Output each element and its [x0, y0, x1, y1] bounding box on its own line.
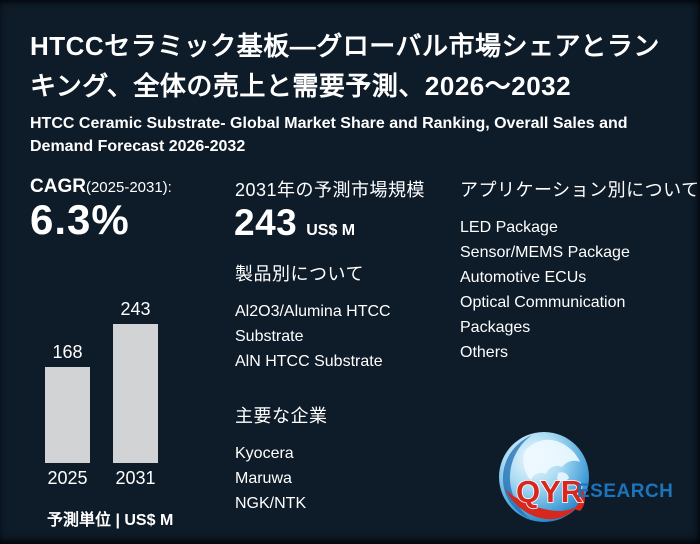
- chart-unit-note: 予測単位 | US$ M: [47, 512, 174, 529]
- list-item-application: Optical Communication Packages: [460, 294, 626, 336]
- companies-heading: 主要な企業: [235, 406, 328, 426]
- companies-list: Kyocera Maruwa NGK/NTK: [235, 441, 425, 516]
- list-item-company: NGK/NTK: [235, 495, 307, 512]
- bar-chart-plot-area: 168 243: [28, 297, 218, 463]
- globe-icon: [499, 432, 589, 522]
- applications-heading: アプリケーション別について: [460, 180, 700, 200]
- list-item-product: Al2O3/Alumina HTCC Substrate: [235, 303, 391, 345]
- list-item-application: Others: [460, 344, 509, 361]
- products-list: Al2O3/Alumina HTCC Substrate AlN HTCC Su…: [235, 299, 407, 374]
- forecast-heading: 2031年の予測市場規模: [235, 180, 426, 200]
- list-item-application: Sensor/MEMS Package: [460, 244, 630, 261]
- products-heading: 製品別について: [235, 264, 364, 284]
- page-title-japanese: HTCCセラミック基板—グローバル市場シェアとランキング、全体の売上と需要予測、…: [30, 31, 660, 101]
- forecast-unit: US$ M: [306, 222, 356, 239]
- qyresearch-logo: QYR ESEARCH: [499, 432, 673, 522]
- list-item-company: Kyocera: [235, 445, 294, 462]
- forecast-bar-chart: 168 243 2025 2031 予測単位 | US$ M: [28, 297, 218, 530]
- bar-group-2031: 243: [113, 299, 158, 463]
- list-item-company: Maruwa: [235, 470, 292, 487]
- list-item-application: Automotive ECUs: [460, 269, 587, 286]
- forecast-value-row: 243 US$ M: [234, 202, 355, 244]
- cagr-line: CAGR(2025-2031):: [30, 176, 172, 198]
- forecast-value: 243: [234, 202, 298, 243]
- logo-text-qyr: QYR: [516, 474, 583, 509]
- x-tick-label: 2025: [47, 468, 88, 488]
- bar-chart-x-axis: 2025 2031: [28, 468, 218, 489]
- x-tick-label: 2031: [115, 468, 156, 488]
- cagr-value: 6.3%: [30, 196, 130, 243]
- cagr-label: CAGR: [30, 176, 86, 197]
- bar-2025: [45, 367, 90, 463]
- bar-group-2025: 168: [45, 342, 90, 463]
- cagr-period: (2025-2031):: [85, 179, 172, 196]
- list-item-product: AlN HTCC Substrate: [235, 353, 383, 370]
- bar-value-label: 168: [52, 342, 83, 362]
- bar-2031: [113, 324, 158, 463]
- applications-list: LED Package Sensor/MEMS Package Automoti…: [460, 215, 665, 365]
- bar-value-label: 243: [120, 299, 151, 319]
- page-subtitle-english: HTCC Ceramic Substrate- Global Market Sh…: [30, 115, 628, 155]
- logo-text-research: ESEARCH: [577, 481, 673, 502]
- list-item-application: LED Package: [460, 219, 558, 236]
